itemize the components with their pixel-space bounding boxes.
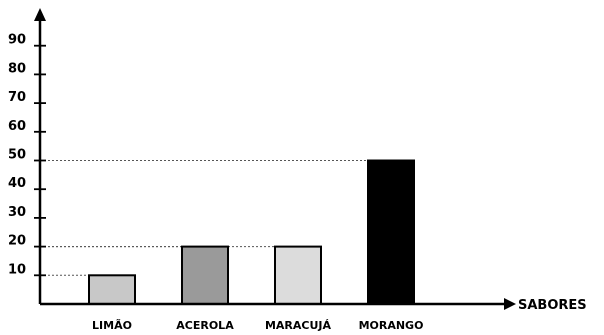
reference-lines — [40, 160, 368, 276]
category-label: MORANGO — [359, 319, 424, 332]
y-axis-arrow-icon — [34, 8, 46, 21]
y-tick-label: 80 — [8, 61, 26, 76]
y-tick-label: 50 — [8, 148, 26, 163]
bar — [274, 245, 322, 306]
y-tick-label: 20 — [8, 234, 26, 249]
category-labels: LIMÃO ACEROLA MARACUJÁ MORANGO — [92, 319, 423, 332]
bar — [88, 274, 136, 305]
bar — [181, 245, 229, 306]
x-axis-label: SABORES — [518, 298, 587, 313]
y-tick-label: 40 — [8, 176, 26, 191]
y-tick-label: 10 — [8, 262, 26, 277]
category-label: MARACUJÁ — [265, 319, 332, 332]
bars — [88, 159, 415, 306]
y-tick-label: 60 — [8, 119, 26, 134]
x-axis-arrow-icon — [504, 298, 516, 310]
category-label: LIMÃO — [92, 319, 132, 332]
bar — [367, 159, 415, 305]
y-tick-label: 70 — [8, 90, 26, 105]
category-label: ACEROLA — [176, 319, 234, 332]
y-tick-label: 90 — [8, 33, 26, 48]
y-tick-label: 30 — [8, 205, 26, 220]
